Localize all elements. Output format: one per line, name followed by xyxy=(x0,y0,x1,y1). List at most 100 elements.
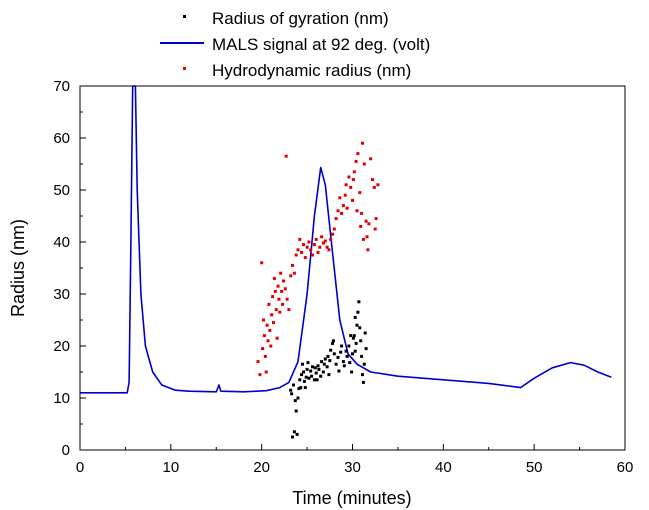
data-point-radius-of-gyration xyxy=(297,387,301,391)
data-point-hydrodynamic-radius xyxy=(355,209,359,213)
data-point-radius-of-gyration xyxy=(350,370,354,374)
data-point-hydrodynamic-radius xyxy=(273,289,277,293)
y-tick-label: 30 xyxy=(53,286,70,303)
data-point-hydrodynamic-radius xyxy=(321,241,325,245)
y-tick-label: 40 xyxy=(53,234,70,251)
y-tick-label: 0 xyxy=(62,442,70,459)
data-point-hydrodynamic-radius xyxy=(270,313,274,317)
data-point-hydrodynamic-radius xyxy=(265,323,269,327)
data-point-hydrodynamic-radius xyxy=(271,295,275,299)
data-point-radius-of-gyration xyxy=(306,361,310,365)
data-point-radius-of-gyration xyxy=(304,375,308,379)
data-point-hydrodynamic-radius xyxy=(302,243,305,247)
data-point-hydrodynamic-radius xyxy=(314,237,318,241)
data-point-radius-of-gyration xyxy=(294,409,298,413)
data-point-radius-of-gyration xyxy=(358,326,362,330)
data-point-hydrodynamic-radius xyxy=(303,256,307,260)
legend-label-radius-of-gyration: Radius of gyration (nm) xyxy=(212,9,389,28)
plot-frame xyxy=(79,85,626,451)
data-point-hydrodynamic-radius xyxy=(263,354,267,358)
data-point-hydrodynamic-radius xyxy=(334,217,338,221)
data-point-radius-of-gyration xyxy=(357,300,361,304)
x-tick-label: 60 xyxy=(617,459,634,476)
x-tick-label: 50 xyxy=(526,459,543,476)
data-point-radius-of-gyration xyxy=(315,378,319,382)
axis-ticks: 0 10 20 30 40 50 60 0 10 20 30 40 50 60 70 xyxy=(53,78,633,476)
data-point-radius-of-gyration xyxy=(339,350,343,354)
data-point-radius-of-gyration xyxy=(298,378,302,382)
legend-marker-hydrodynamic-radius xyxy=(183,67,186,70)
data-point-hydrodynamic-radius xyxy=(343,193,347,197)
data-point-radius-of-gyration xyxy=(319,374,323,378)
data-point-radius-of-gyration xyxy=(307,376,311,380)
data-point-hydrodynamic-radius xyxy=(294,253,298,257)
data-point-hydrodynamic-radius xyxy=(262,318,265,322)
data-point-hydrodynamic-radius xyxy=(269,344,273,348)
data-point-radius-of-gyration xyxy=(354,341,358,345)
data-point-hydrodynamic-radius xyxy=(309,248,313,252)
data-point-hydrodynamic-radius xyxy=(367,222,371,226)
data-point-hydrodynamic-radius xyxy=(262,334,266,338)
data-point-radius-of-gyration xyxy=(312,378,316,382)
data-point-hydrodynamic-radius xyxy=(272,321,275,325)
data-point-hydrodynamic-radius xyxy=(344,183,348,187)
data-point-radius-of-gyration xyxy=(314,371,318,375)
data-point-radius-of-gyration xyxy=(299,386,303,390)
legend-label-hydrodynamic-radius: Hydrodynamic radius (nm) xyxy=(212,61,411,80)
data-point-radius-of-gyration xyxy=(349,334,353,338)
data-point-hydrodynamic-radius xyxy=(374,217,378,221)
data-point-radius-of-gyration xyxy=(351,352,354,356)
data-point-radius-of-gyration xyxy=(361,373,364,377)
data-point-radius-of-gyration xyxy=(331,341,334,345)
x-tick-label: 10 xyxy=(162,459,179,476)
data-point-hydrodynamic-radius xyxy=(305,245,309,249)
data-point-hydrodynamic-radius xyxy=(274,308,278,312)
data-point-hydrodynamic-radius xyxy=(359,224,363,228)
data-point-radius-of-gyration xyxy=(360,354,364,358)
y-tick-label: 10 xyxy=(53,390,70,407)
data-point-radius-of-gyration xyxy=(353,349,357,353)
data-point-hydrodynamic-radius xyxy=(332,227,336,231)
data-point-radius-of-gyration xyxy=(322,362,326,366)
data-point-hydrodynamic-radius xyxy=(282,279,285,283)
data-point-hydrodynamic-radius xyxy=(267,302,271,306)
data-point-hydrodynamic-radius xyxy=(284,154,288,158)
data-point-hydrodynamic-radius xyxy=(325,245,329,249)
data-point-radius-of-gyration xyxy=(334,362,338,366)
data-point-radius-of-gyration xyxy=(321,370,325,374)
data-point-radius-of-gyration xyxy=(342,364,346,368)
y-tick-label: 60 xyxy=(53,130,70,147)
data-point-radius-of-gyration xyxy=(336,355,340,359)
x-tick-label: 20 xyxy=(253,459,270,476)
data-point-hydrodynamic-radius xyxy=(341,204,345,208)
data-point-hydrodynamic-radius xyxy=(287,308,291,312)
data-point-radius-of-gyration xyxy=(326,354,330,358)
data-point-radius-of-gyration xyxy=(305,367,309,371)
data-point-radius-of-gyration xyxy=(353,315,357,319)
data-point-radius-of-gyration xyxy=(359,339,363,343)
data-point-radius-of-gyration xyxy=(310,374,314,378)
y-tick-label: 20 xyxy=(53,338,70,355)
data-point-radius-of-gyration xyxy=(316,364,320,368)
data-point-hydrodynamic-radius xyxy=(364,219,368,223)
data-point-hydrodynamic-radius xyxy=(320,235,324,239)
data-point-hydrodynamic-radius xyxy=(281,302,285,306)
data-point-hydrodynamic-radius xyxy=(278,310,282,314)
data-point-hydrodynamic-radius xyxy=(296,248,300,252)
data-point-hydrodynamic-radius xyxy=(362,162,366,166)
data-point-hydrodynamic-radius xyxy=(338,196,342,200)
data-point-radius-of-gyration xyxy=(302,370,305,374)
data-point-hydrodynamic-radius xyxy=(292,271,296,275)
y-axis-title: Radius (nm) xyxy=(8,219,28,317)
chart-marks xyxy=(80,85,612,439)
data-point-radius-of-gyration xyxy=(292,383,295,387)
data-point-hydrodynamic-radius xyxy=(356,152,360,156)
data-point-radius-of-gyration xyxy=(313,366,317,370)
data-point-hydrodynamic-radius xyxy=(260,261,264,265)
data-point-hydrodynamic-radius xyxy=(372,185,376,189)
data-point-hydrodynamic-radius xyxy=(351,198,354,202)
data-point-hydrodynamic-radius xyxy=(352,170,356,174)
data-point-hydrodynamic-radius xyxy=(360,211,364,215)
data-point-radius-of-gyration xyxy=(348,361,352,365)
